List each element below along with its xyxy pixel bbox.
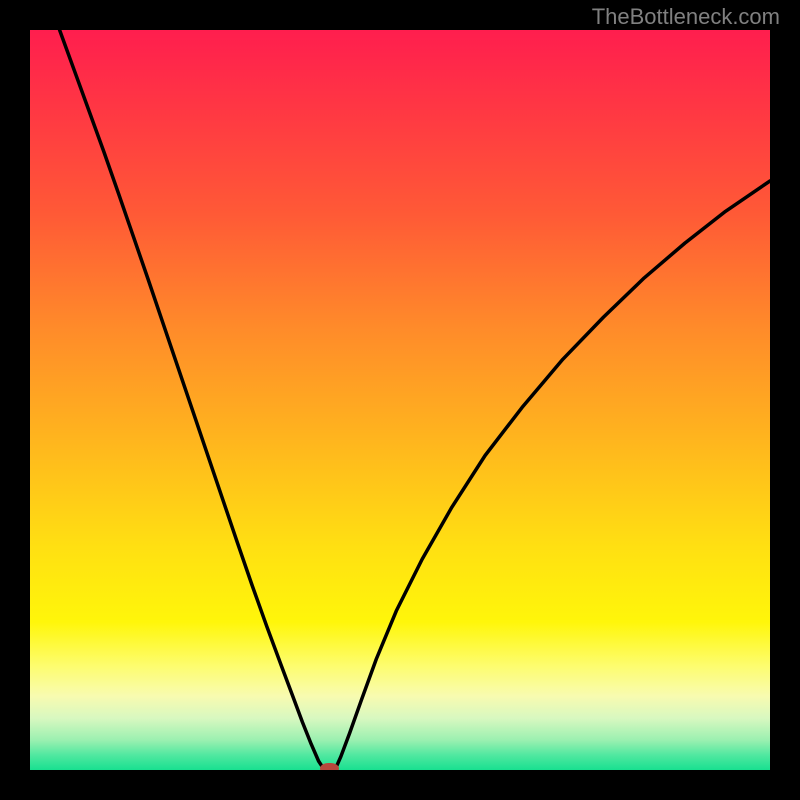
optimal-point-marker bbox=[320, 763, 339, 770]
plot-area bbox=[30, 30, 770, 770]
watermark-text: TheBottleneck.com bbox=[592, 4, 780, 30]
bottleneck-curve bbox=[30, 30, 770, 770]
chart-frame: TheBottleneck.com bbox=[0, 0, 800, 800]
